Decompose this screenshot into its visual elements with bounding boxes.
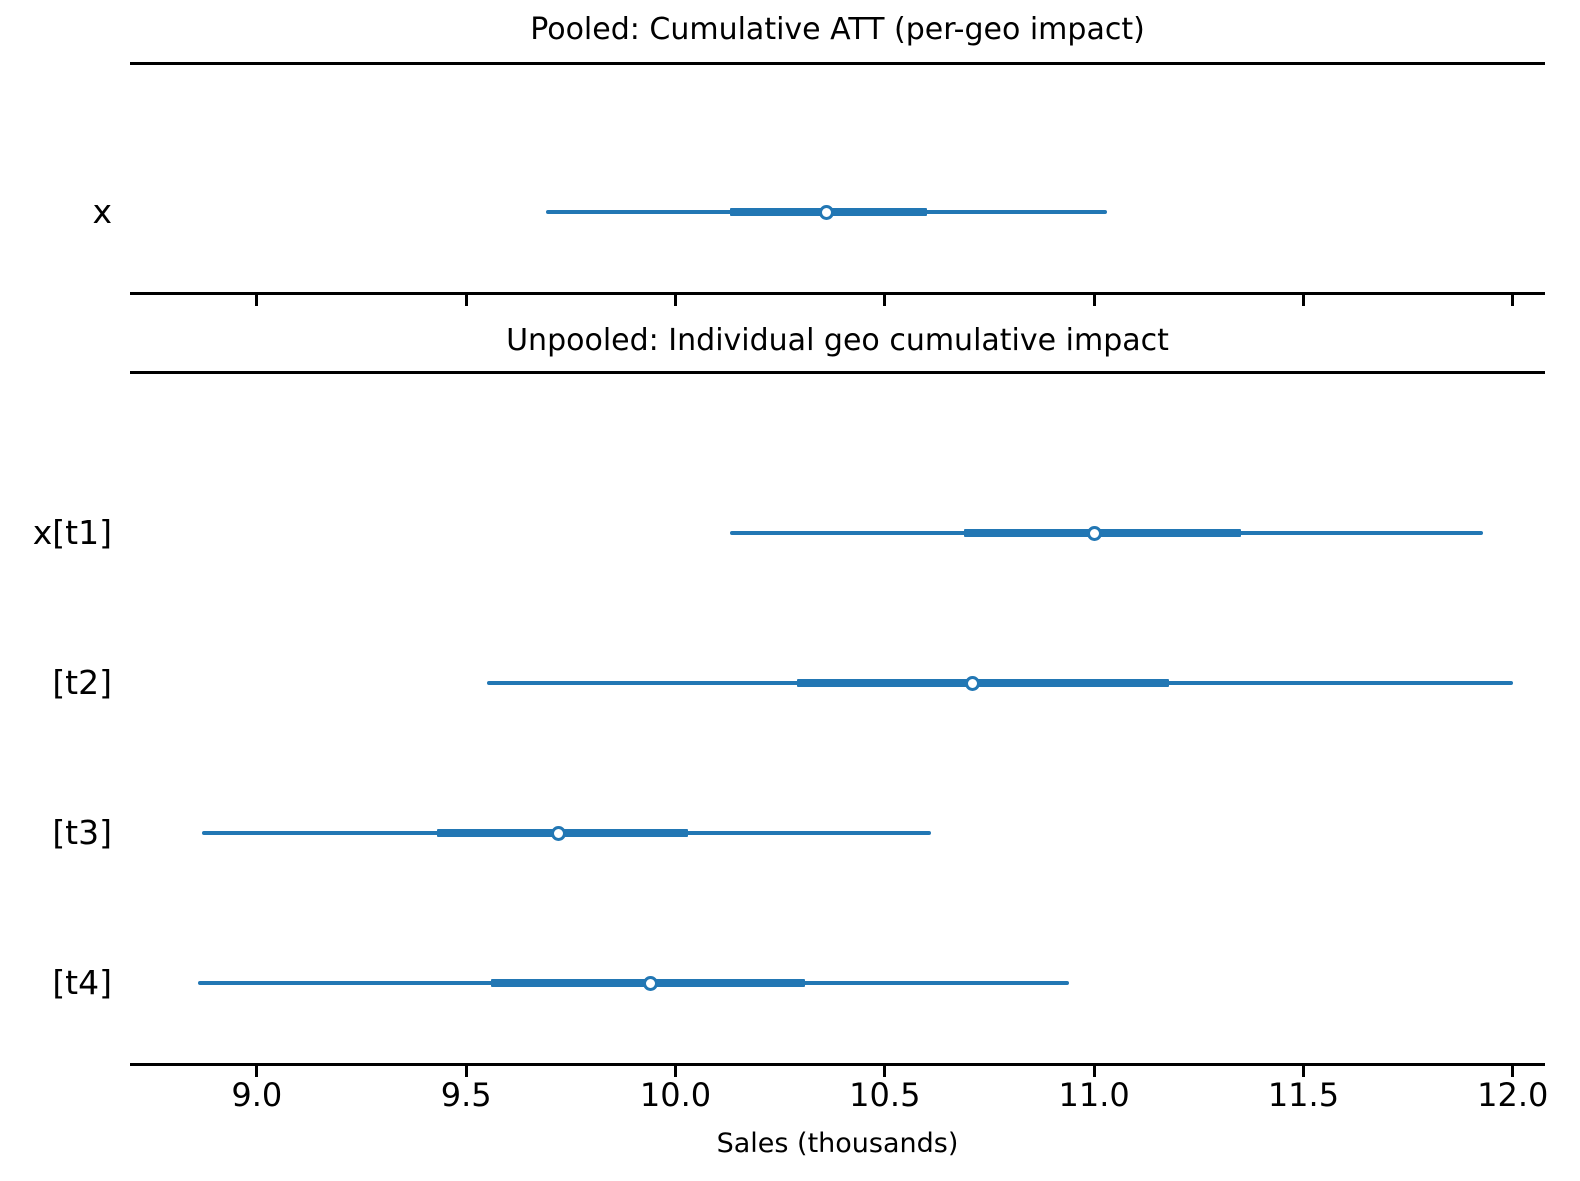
row-label: [t4] bbox=[52, 963, 112, 1002]
x-axis-tick bbox=[673, 1066, 677, 1077]
x-axis-tick-label: 11.5 bbox=[1267, 1076, 1340, 1114]
x-axis-tick bbox=[1301, 295, 1305, 306]
row-label: [t2] bbox=[52, 663, 112, 702]
x-axis-label: Sales (thousands) bbox=[716, 1128, 959, 1159]
x-axis-tick-label: 10.0 bbox=[639, 1076, 712, 1114]
median-marker bbox=[818, 204, 834, 220]
x-axis-tick bbox=[255, 1066, 259, 1077]
x-axis-tick-label: 12.0 bbox=[1477, 1076, 1549, 1114]
x-axis-tick-label: 11.0 bbox=[1058, 1076, 1130, 1114]
panel-top-spine bbox=[130, 62, 1545, 66]
interquartile-bar bbox=[964, 528, 1241, 538]
x-axis-tick bbox=[883, 295, 887, 306]
x-axis-spine bbox=[130, 292, 1545, 296]
x-axis-tick bbox=[883, 1066, 887, 1077]
median-marker bbox=[550, 825, 566, 841]
x-axis-tick-label: 9.5 bbox=[440, 1076, 492, 1114]
x-axis-tick bbox=[464, 1066, 468, 1077]
x-axis-spine bbox=[130, 1063, 1545, 1067]
row-label: x[t1] bbox=[32, 513, 112, 552]
x-axis-tick bbox=[1092, 1066, 1096, 1077]
interquartile-bar bbox=[796, 678, 1170, 688]
x-axis-tick bbox=[1511, 295, 1515, 306]
unpooled-panel-title: Unpooled: Individual geo cumulative impa… bbox=[506, 323, 1169, 358]
x-axis-tick bbox=[673, 295, 677, 306]
median-marker bbox=[965, 675, 981, 691]
x-axis-tick bbox=[1301, 1066, 1305, 1077]
median-marker bbox=[642, 975, 658, 991]
x-axis-tick bbox=[1511, 1066, 1515, 1077]
x-axis-tick bbox=[1092, 295, 1096, 306]
median-marker bbox=[1086, 525, 1102, 541]
row-label: x bbox=[92, 192, 112, 231]
x-axis-tick bbox=[255, 295, 259, 306]
pooled-panel-title: Pooled: Cumulative ATT (per-geo impact) bbox=[530, 12, 1145, 47]
x-axis-tick-label: 10.5 bbox=[849, 1076, 921, 1114]
panel-top-spine bbox=[130, 371, 1545, 375]
x-axis-tick bbox=[464, 295, 468, 306]
row-label: [t3] bbox=[52, 813, 112, 852]
x-axis-tick-label: 9.0 bbox=[231, 1076, 283, 1114]
